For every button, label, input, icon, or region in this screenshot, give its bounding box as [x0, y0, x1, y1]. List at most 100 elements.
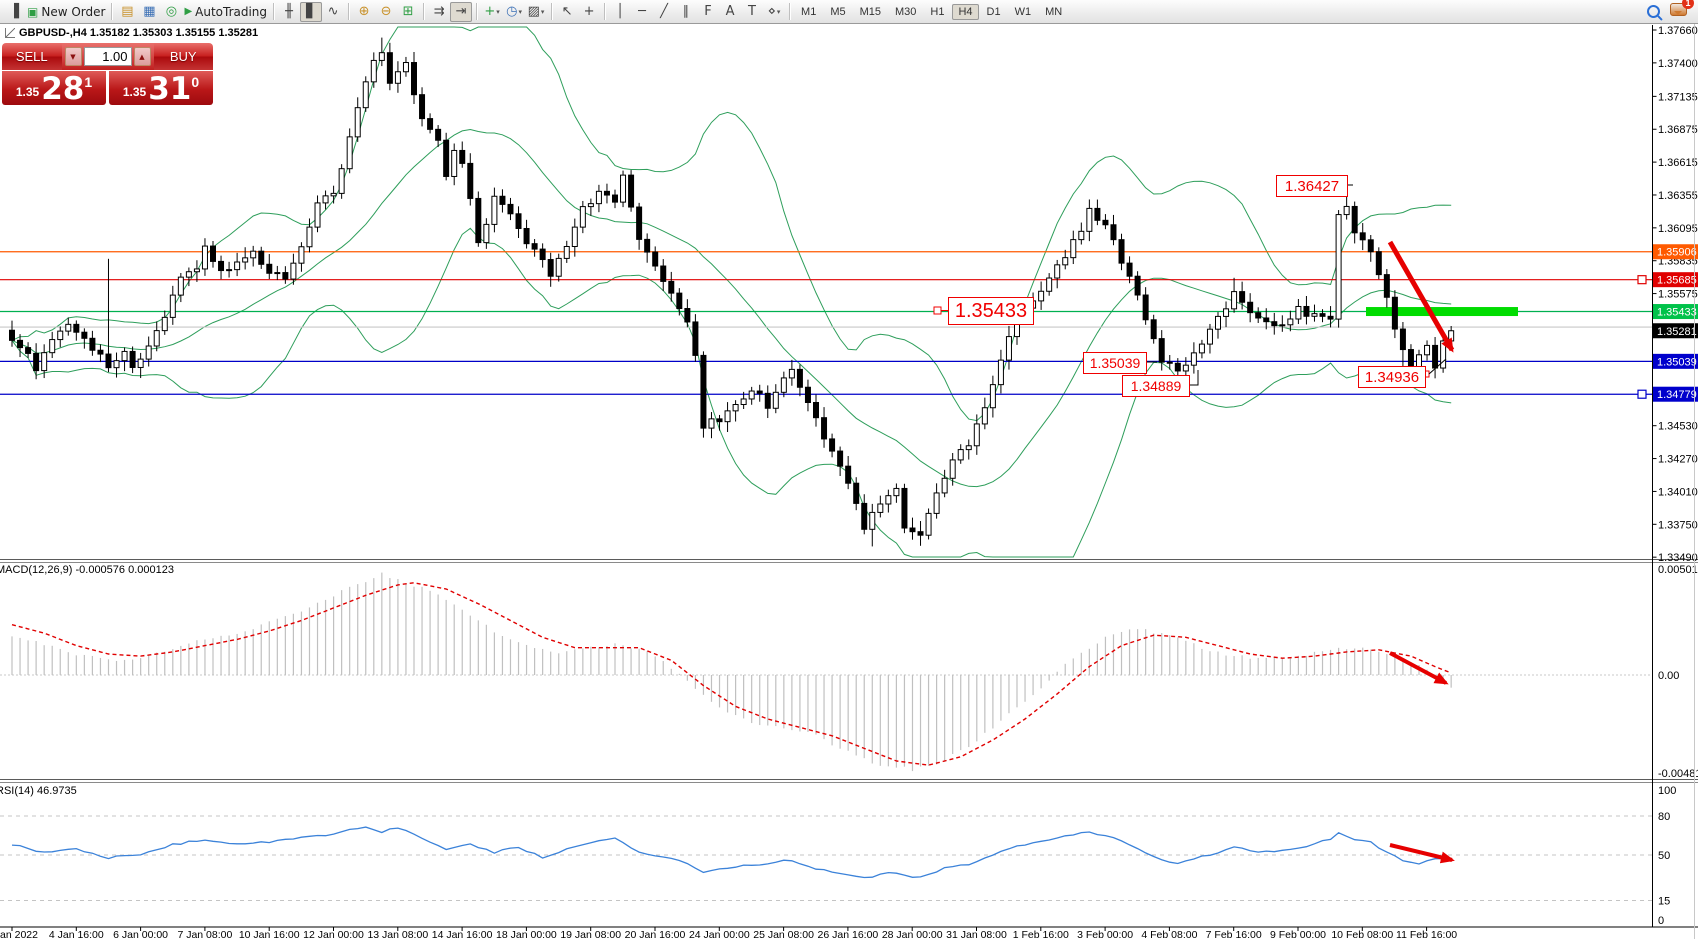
periods-clock-icon: ◷	[506, 4, 518, 19]
price-annotation[interactable]: 1.34936	[1358, 366, 1426, 388]
timeframe-group: M1 M5 M15 M30 H1 H4 D1 W1 MN	[794, 3, 1069, 20]
window-edge	[1694, 0, 1695, 939]
volume-decrease-button[interactable]: ▼	[64, 47, 82, 66]
periods-button[interactable]: ◷ ▾	[503, 2, 525, 22]
arrows-icon: ⋄	[767, 4, 776, 19]
svg-text:7 Feb 16:00: 7 Feb 16:00	[1206, 929, 1262, 939]
rsi-value: 46.9735	[36, 785, 77, 797]
svg-text:3 Feb 00:00: 3 Feb 00:00	[1077, 929, 1133, 939]
navigator-icon[interactable]: ◎	[165, 4, 178, 19]
price-annotation[interactable]: 1.35433	[948, 297, 1034, 325]
macd-values: -0.000576 0.000123	[75, 564, 174, 576]
zoom-in-button[interactable]: ⊕	[358, 4, 370, 19]
svg-text:100: 100	[1658, 785, 1676, 797]
trendline-tool[interactable]: ╱	[660, 4, 668, 19]
sell-button[interactable]: SELL	[2, 43, 62, 70]
new-order-icon: ▣	[27, 4, 39, 19]
svg-text:4 Jan 16:00: 4 Jan 16:00	[49, 929, 104, 939]
svg-text:80: 80	[1658, 811, 1670, 823]
search-icon[interactable]	[1647, 5, 1660, 18]
auto-scroll-button[interactable]: ⇉	[433, 4, 445, 19]
svg-text:28 Jan 00:00: 28 Jan 00:00	[882, 929, 943, 939]
separator	[476, 3, 478, 20]
svg-text:0: 0	[1658, 915, 1664, 927]
indicators-button[interactable]: + ▾	[481, 2, 503, 22]
line-chart-button[interactable]: ∿	[327, 4, 339, 19]
timeframe-m5[interactable]: M5	[830, 5, 846, 18]
price-annotation[interactable]: 1.36427	[1276, 175, 1348, 197]
fibonacci-tool[interactable]: F	[704, 4, 712, 19]
cursor-tool[interactable]: ↖	[561, 4, 573, 19]
tile-windows-button[interactable]: ⊞	[402, 4, 414, 19]
arrows-tool[interactable]: ⋄ ▾	[763, 2, 785, 22]
volume-input[interactable]	[83, 47, 132, 66]
svg-text:1.37660: 1.37660	[1658, 25, 1698, 37]
timeframe-mn[interactable]: MN	[1045, 5, 1063, 18]
svg-text:26 Jan 16:00: 26 Jan 16:00	[818, 929, 879, 939]
svg-text:50: 50	[1658, 850, 1670, 862]
candlestick-chart-button[interactable]: ▋	[300, 1, 323, 22]
new-order-label: New Order	[41, 4, 106, 19]
chevron-down-icon: ▾	[518, 7, 522, 16]
chart-shift-button[interactable]: ⇥	[450, 1, 473, 22]
autotrading-button[interactable]: ▶ AutoTrading	[182, 2, 269, 22]
chat-button[interactable]: 1	[1670, 0, 1694, 21]
volume-stepper: ▼ ▲	[61, 43, 154, 70]
horizontal-line-tool[interactable]: ─	[638, 4, 646, 19]
price-annotation[interactable]: 1.35039	[1083, 352, 1147, 374]
toolbar-right-group: 1	[1647, 0, 1694, 21]
svg-text:1.37400: 1.37400	[1658, 58, 1698, 70]
svg-text:1.35906: 1.35906	[1657, 247, 1697, 259]
svg-text:1.35575: 1.35575	[1658, 289, 1698, 301]
timeframe-h4[interactable]: H4	[952, 3, 979, 20]
autotrading-label: AutoTrading	[195, 4, 268, 19]
price-annotation[interactable]: 1.34889	[1122, 375, 1190, 397]
new-order-button[interactable]: ▣ New Order	[25, 2, 107, 22]
clipped-icon: ▐	[9, 4, 19, 19]
volume-increase-button[interactable]: ▲	[133, 47, 151, 66]
svg-text:1.37135: 1.37135	[1658, 91, 1698, 103]
zoom-out-button[interactable]: ⊖	[380, 4, 392, 19]
svg-text:1.36095: 1.36095	[1658, 223, 1698, 235]
svg-text:19 Jan 08:00: 19 Jan 08:00	[560, 929, 621, 939]
mini-chart-icon	[5, 28, 15, 38]
svg-text:24 Jan 00:00: 24 Jan 00:00	[689, 929, 750, 939]
svg-text:1.35039: 1.35039	[1657, 356, 1697, 368]
timeframe-w1[interactable]: W1	[1014, 5, 1032, 18]
svg-text:1.35685: 1.35685	[1657, 275, 1697, 287]
chevron-down-icon: ▾	[496, 7, 500, 16]
buy-price-big: 31	[148, 71, 192, 107]
svg-text:10 Jan 16:00: 10 Jan 16:00	[239, 929, 300, 939]
svg-text:1.34270: 1.34270	[1658, 454, 1698, 466]
svg-text:1.34010: 1.34010	[1658, 486, 1698, 498]
data-window-icon[interactable]: ▦	[143, 4, 156, 19]
buy-price-sup: 0	[191, 74, 200, 90]
sell-price-base: 1.35	[15, 85, 40, 99]
separator	[604, 3, 606, 20]
buy-button[interactable]: BUY	[153, 43, 213, 70]
market-watch-icon[interactable]: ▤	[121, 4, 134, 19]
templates-button[interactable]: ▨ ▾	[525, 2, 547, 22]
text-tool[interactable]: A	[725, 4, 735, 19]
buy-price-display[interactable]: 1.35 31 0	[109, 71, 213, 105]
vertical-line-tool[interactable]: │	[616, 4, 624, 19]
chevron-down-icon: ▾	[776, 7, 781, 16]
crosshair-tool[interactable]: +	[583, 4, 595, 19]
templates-icon: ▨	[527, 4, 540, 19]
svg-text:1.36355: 1.36355	[1658, 190, 1698, 202]
timeframe-h1[interactable]: H1	[930, 5, 945, 18]
bar-chart-button[interactable]: ╫	[285, 4, 293, 19]
channel-tool[interactable]: ∥	[682, 4, 690, 19]
timeframe-m15[interactable]: M15	[859, 5, 881, 18]
svg-text:1.34530: 1.34530	[1658, 421, 1698, 433]
timeframe-d1[interactable]: D1	[986, 5, 1001, 18]
svg-text:14 Jan 16:00: 14 Jan 16:00	[432, 929, 493, 939]
text-label-tool[interactable]: T	[748, 4, 756, 19]
macd-indicator-label: MACD(12,26,9) -0.000576 0.000123	[0, 564, 174, 576]
timeframe-m1[interactable]: M1	[801, 5, 817, 18]
timeframe-m30[interactable]: M30	[895, 5, 917, 18]
one-click-trading-panel: SELL ▼ ▲ BUY 1.35 28 1 1.35 31 0	[2, 43, 213, 105]
separator	[348, 3, 350, 20]
sell-price-display[interactable]: 1.35 28 1	[2, 71, 106, 105]
